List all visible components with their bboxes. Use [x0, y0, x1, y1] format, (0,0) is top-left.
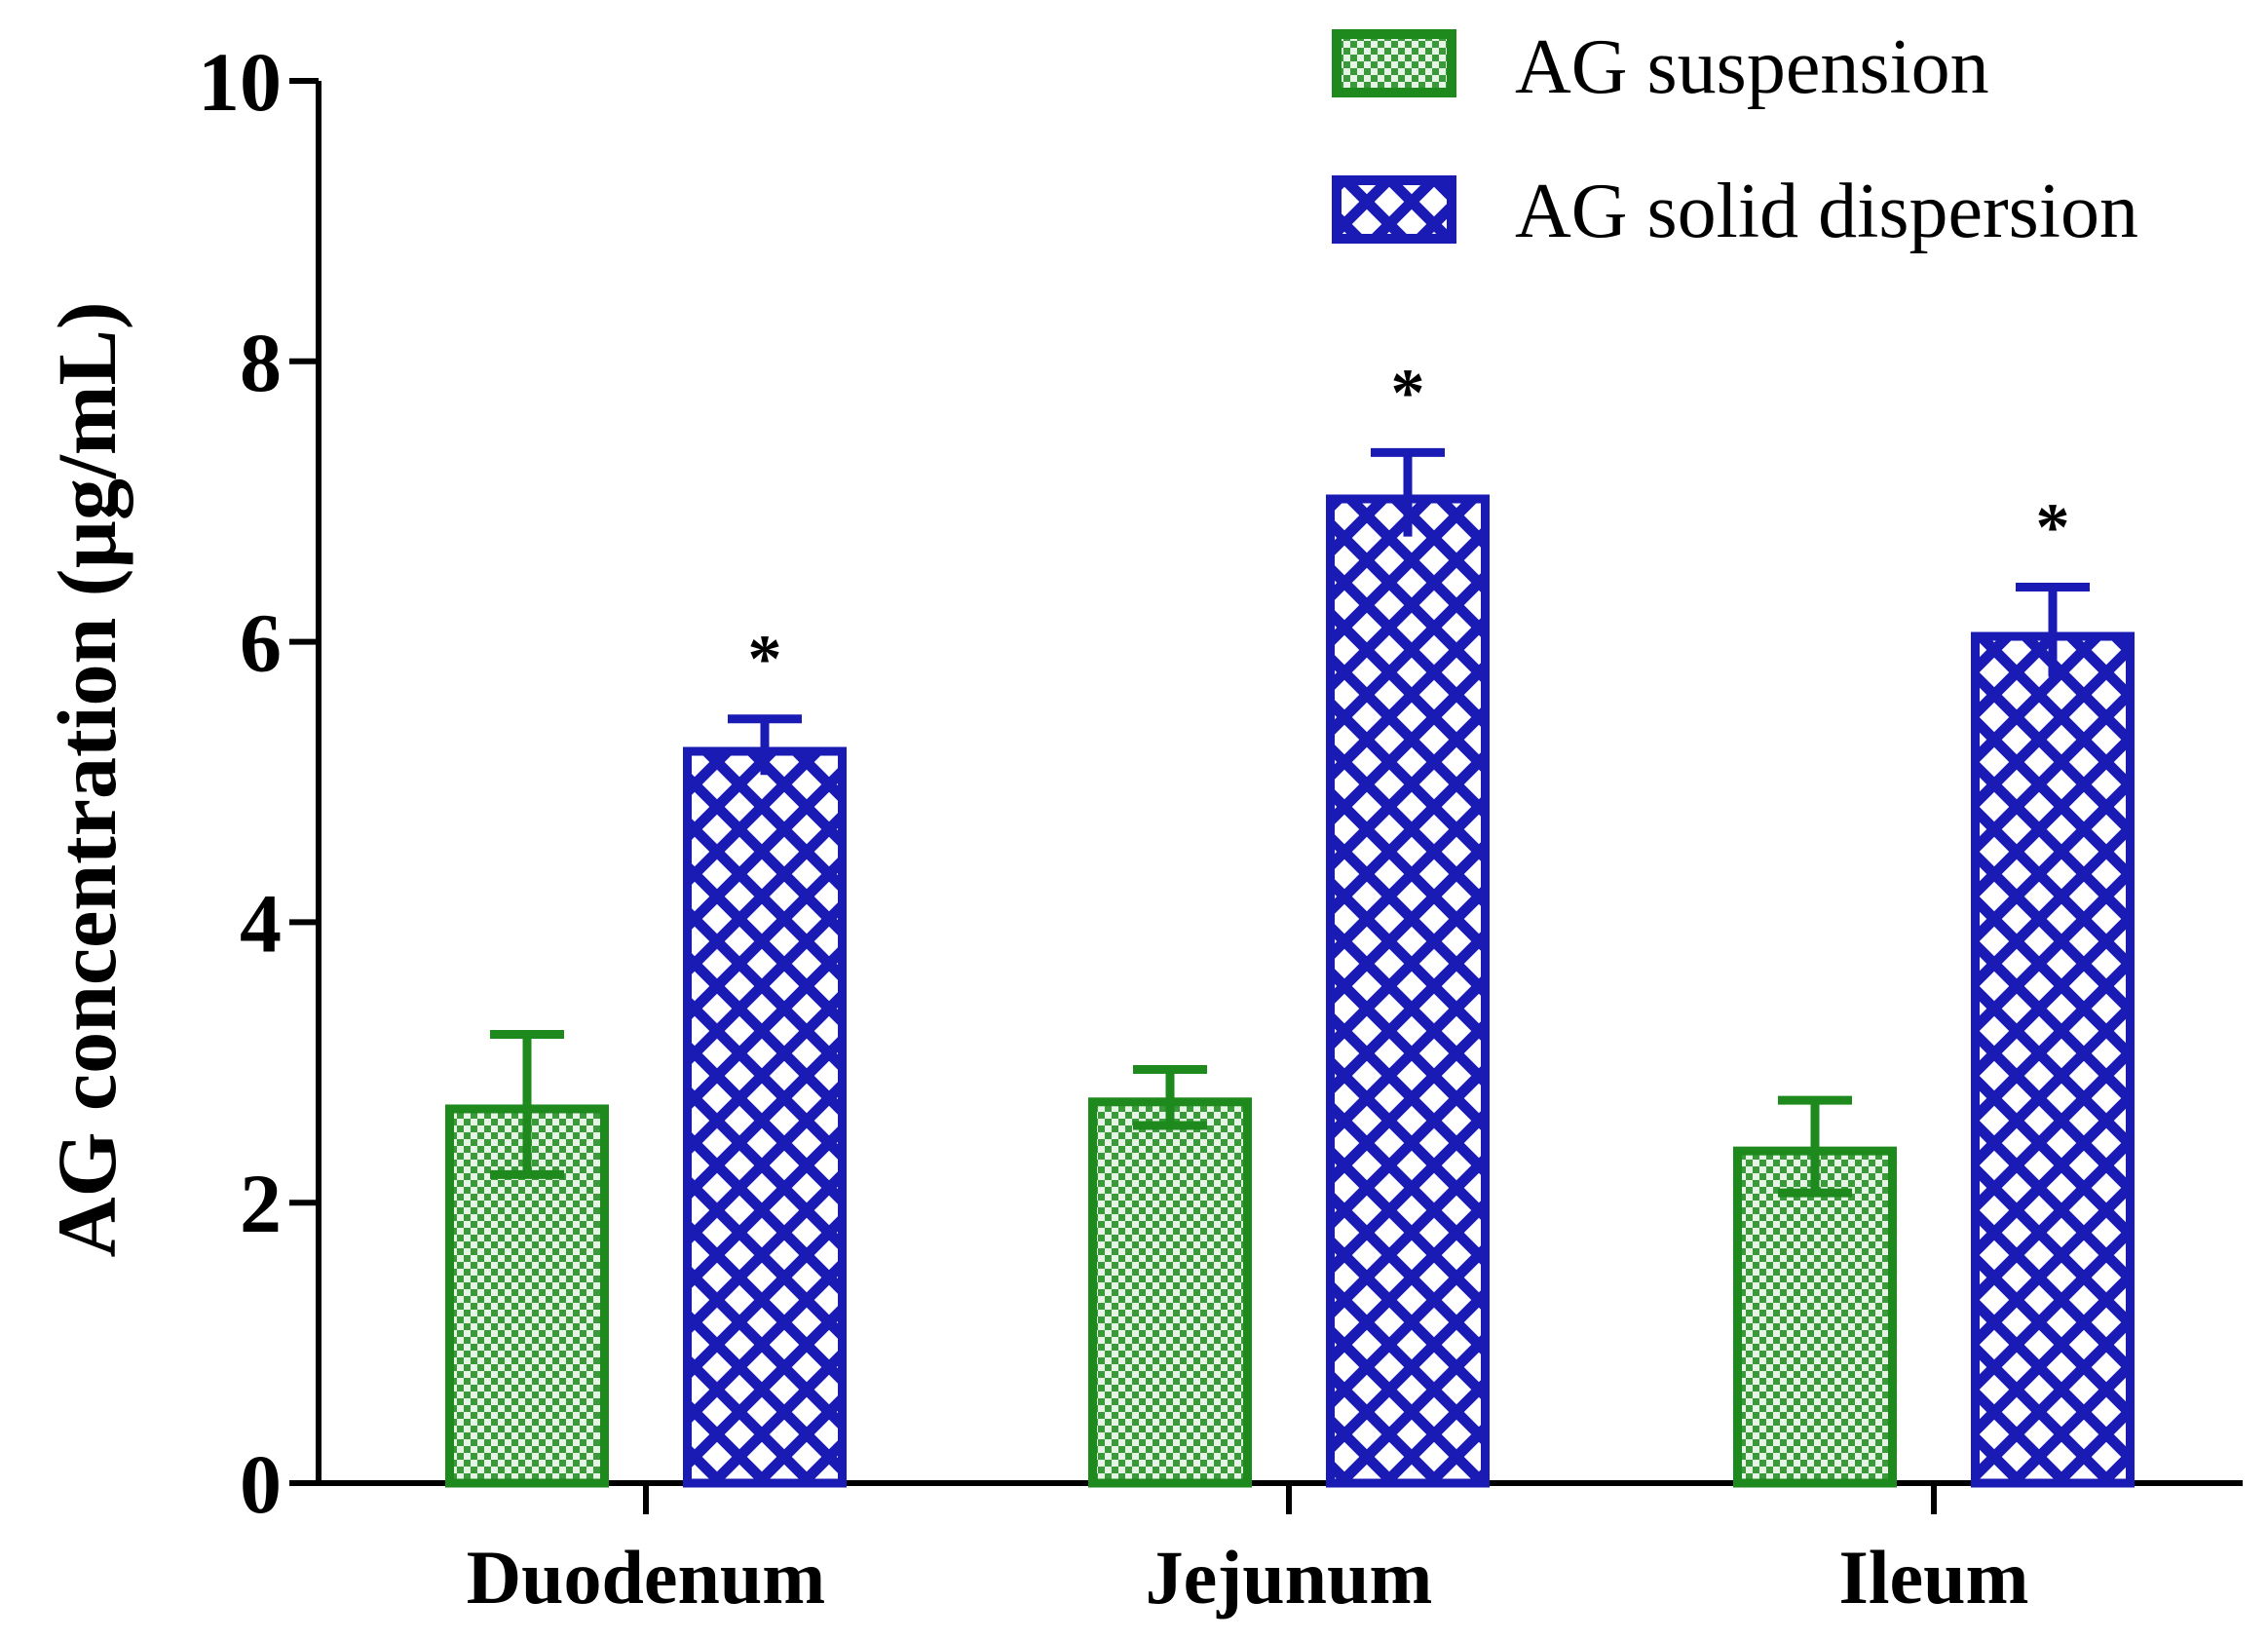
- bar-solid-dispersion: [1971, 631, 2135, 1488]
- significance-mark: *: [2036, 490, 2070, 565]
- bar-solid-dispersion: [1326, 494, 1490, 1488]
- y-tick-label: 2: [240, 1157, 282, 1250]
- category-label: Jejunum: [1146, 1535, 1433, 1620]
- y-tick-label: 10: [198, 35, 282, 129]
- legend: AG suspension AG solid dispersion: [1332, 24, 2138, 254]
- legend-label-suspension: AG suspension: [1515, 24, 1989, 110]
- bar-suspension: [1733, 1146, 1897, 1488]
- bar-solid-dispersion: [683, 746, 847, 1488]
- significance-mark: *: [1391, 356, 1425, 431]
- legend-label-solid-dispersion: AG solid dispersion: [1515, 169, 2138, 254]
- y-tick-label: 6: [240, 596, 282, 690]
- legend-swatch-suspension: [1332, 29, 1456, 97]
- legend-swatch-solid-dispersion: [1332, 175, 1456, 244]
- y-axis-title: AG concentration (µg/mL): [40, 301, 133, 1257]
- y-tick-label: 0: [240, 1437, 282, 1531]
- category-label: Duodenum: [467, 1535, 825, 1620]
- category-label: Ileum: [1839, 1535, 2029, 1620]
- y-tick-label: 8: [240, 316, 282, 409]
- bar-suspension: [1088, 1097, 1252, 1488]
- y-tick-label: 4: [240, 876, 282, 970]
- significance-mark: *: [748, 623, 782, 698]
